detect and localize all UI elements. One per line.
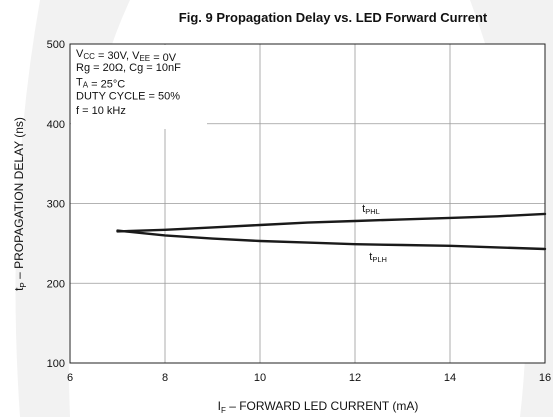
x-tick-label: 14 (444, 372, 456, 384)
grid-lines (70, 44, 545, 363)
plot-frame (69, 43, 546, 364)
series-label-tPHL: tPHL (362, 203, 380, 216)
y-tick-label: 400 (47, 119, 65, 131)
y-tick-label: 100 (47, 358, 65, 370)
plot-border (69, 43, 546, 364)
conditions-background (71, 45, 207, 129)
x-tick-label: 12 (349, 372, 361, 384)
x-tick-label: 16 (539, 372, 551, 384)
series-line-tPHL (116, 212, 547, 233)
condition-line: DUTY CYCLE = 50% (76, 91, 180, 103)
y-tick-label: 300 (47, 199, 65, 211)
y-tick-label: 200 (47, 278, 65, 290)
chart-title: Fig. 9 Propagation Delay vs. LED Forward… (179, 10, 488, 25)
condition-line: f = 10 kHz (76, 105, 126, 117)
condition-line: VCC = 30V, VEE = 0V (76, 48, 177, 64)
condition-line: Rg = 20Ω, Cg = 10nF (76, 62, 181, 74)
x-tick-label: 8 (162, 372, 168, 384)
y-axis-label: tP – PROPAGATION DELAY (ns) (12, 117, 28, 291)
x-tick-label: 6 (67, 372, 73, 384)
series-lines (116, 212, 547, 251)
y-tick-labels: 100 200 300 400 500 (47, 39, 65, 370)
series-label-tPLH: tPLH (369, 251, 387, 264)
y-tick-label: 500 (47, 39, 65, 51)
x-tick-label: 10 (254, 372, 266, 384)
series-line-tPLH (116, 229, 547, 251)
series-labels: tPHL tPLH (362, 203, 387, 264)
x-tick-labels: 6 8 10 12 14 16 (67, 372, 551, 384)
x-axis-label: IF – FORWARD LED CURRENT (mA) (218, 399, 419, 415)
condition-line: TA = 25°C (76, 76, 125, 90)
